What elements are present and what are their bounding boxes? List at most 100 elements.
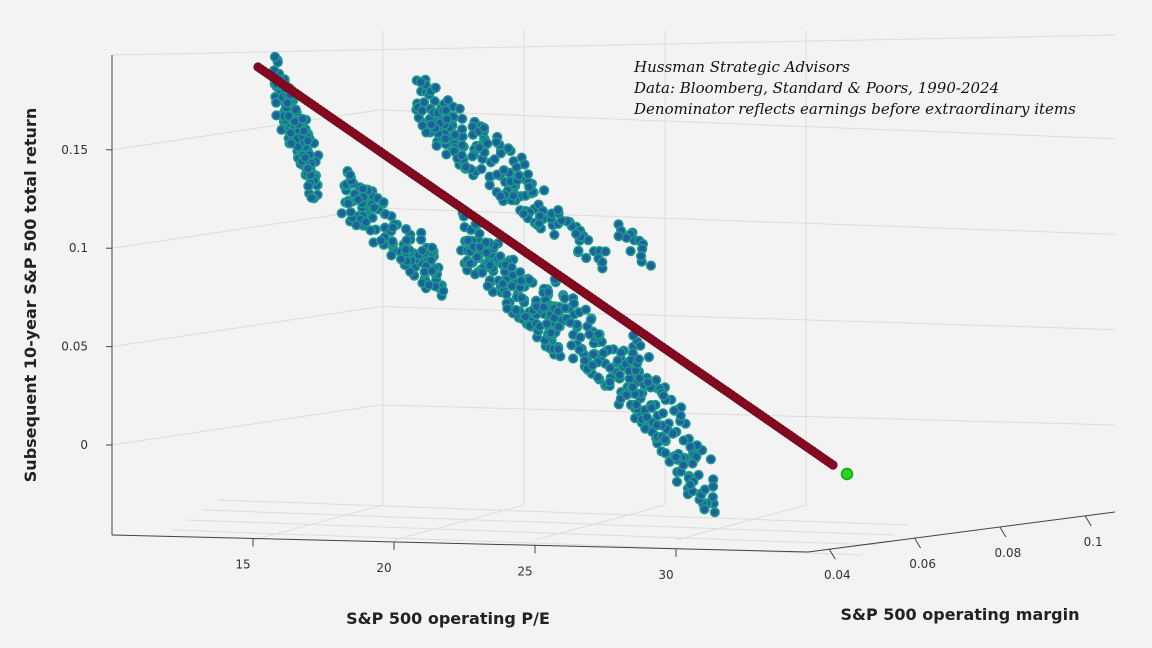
scatter-point [457, 113, 468, 124]
scatter-point [474, 242, 486, 253]
scatter-point [693, 469, 704, 481]
scatter-point [675, 410, 686, 421]
scatter-point [508, 190, 519, 201]
scatter-point [427, 242, 438, 253]
scatter-point [598, 348, 609, 359]
scatter-point [387, 222, 398, 233]
scatter-point [357, 183, 369, 194]
scatter-point [497, 278, 508, 289]
scatter-point [343, 198, 354, 209]
scatter-point [631, 399, 642, 410]
scatter-point [566, 340, 577, 351]
scatter-point [477, 267, 488, 278]
scatter-point [482, 280, 493, 292]
scatter-point [671, 476, 683, 487]
y-tick-mark [999, 526, 1007, 538]
current-point [840, 467, 854, 481]
grid-line [202, 509, 893, 536]
scatter-point [615, 347, 627, 358]
scatter-point [360, 216, 372, 228]
scatter-point [472, 252, 483, 263]
scatter-point [482, 138, 493, 149]
scatter-point [685, 479, 696, 490]
scatter-point [365, 225, 376, 236]
scatter-point [635, 251, 647, 262]
scatter-point [559, 293, 570, 304]
scatter-point [538, 302, 549, 313]
annotation-line-2: Data: Bloomberg, Standard & Poors, 1990-… [633, 79, 999, 97]
y-axis-title: S&P 500 operating margin [841, 605, 1080, 624]
scatter-point [503, 143, 514, 154]
scatter-point [429, 96, 440, 107]
scatter-point [369, 202, 380, 213]
scatter-point [386, 250, 397, 261]
scatter-point [541, 318, 552, 329]
scatter-point [659, 434, 671, 445]
scatter-point [643, 352, 655, 363]
scatter-point [442, 95, 454, 106]
scatter-point [699, 484, 711, 495]
scatter-point [613, 231, 624, 242]
scatter-point [464, 258, 476, 269]
grid-line [111, 404, 381, 446]
scatter-point [289, 116, 300, 127]
scatter-point [336, 208, 347, 219]
scatter-point [574, 344, 585, 355]
scatter-point [685, 441, 696, 453]
x-tick-label: 15 [235, 557, 250, 571]
scatter-point [707, 492, 718, 503]
scatter-point [545, 327, 557, 339]
scatter-point [568, 353, 579, 364]
scatter-point [670, 451, 682, 463]
scatter-point [502, 303, 513, 314]
scatter-point [498, 165, 510, 176]
scatter-point [669, 405, 680, 416]
scatter-point [474, 142, 485, 153]
scatter-point [587, 360, 598, 371]
grid-line [379, 207, 1116, 235]
z-tick-label: 0.15 [61, 143, 88, 157]
y-tick-label: 0.08 [995, 546, 1022, 560]
scatter-point [484, 180, 495, 191]
scatter-point [396, 254, 407, 265]
scatter-point [302, 135, 313, 146]
scatter-point [285, 127, 296, 138]
scatter-point [568, 298, 580, 309]
scatter-point [634, 373, 645, 384]
grid-line [393, 504, 525, 541]
scatter-point [705, 454, 717, 465]
scatter-point [495, 251, 506, 262]
scatter-point [401, 224, 412, 235]
scatter-point [600, 246, 611, 257]
scatter-point [303, 181, 314, 192]
scatter-point [438, 285, 449, 297]
grid-line [218, 499, 909, 526]
scatter-point [523, 181, 535, 192]
scatter-point [592, 372, 603, 383]
fit-point [828, 460, 838, 470]
scatter-point [571, 228, 582, 239]
scatter-point [426, 119, 437, 130]
scatter-point [593, 329, 604, 340]
scatter-point [351, 220, 362, 231]
scatter-point [660, 448, 671, 459]
annotation-line-1: Hussman Strategic Advisors [633, 58, 850, 76]
scatter-point [423, 279, 435, 291]
z-tick-label: 0.1 [69, 241, 88, 255]
scatter-point [573, 245, 584, 256]
scatter-point [495, 148, 507, 159]
scatter-point [506, 280, 518, 292]
y-tick-mark [914, 537, 922, 549]
scatter-point [678, 459, 689, 471]
scatter-point [298, 126, 310, 137]
scatter-point [306, 192, 317, 203]
scatter-point [491, 137, 502, 148]
grid-line [187, 519, 878, 546]
scatter-point [635, 340, 646, 351]
scatter-point [549, 229, 560, 240]
scatter-point [401, 235, 412, 246]
scatter-point [543, 286, 554, 298]
tick-labels: 0.15 0.1 0.05 0 15 20 25 30 0.04 0.06 0.08 0.1 [61, 143, 1102, 582]
y-axis-line [807, 511, 1116, 553]
